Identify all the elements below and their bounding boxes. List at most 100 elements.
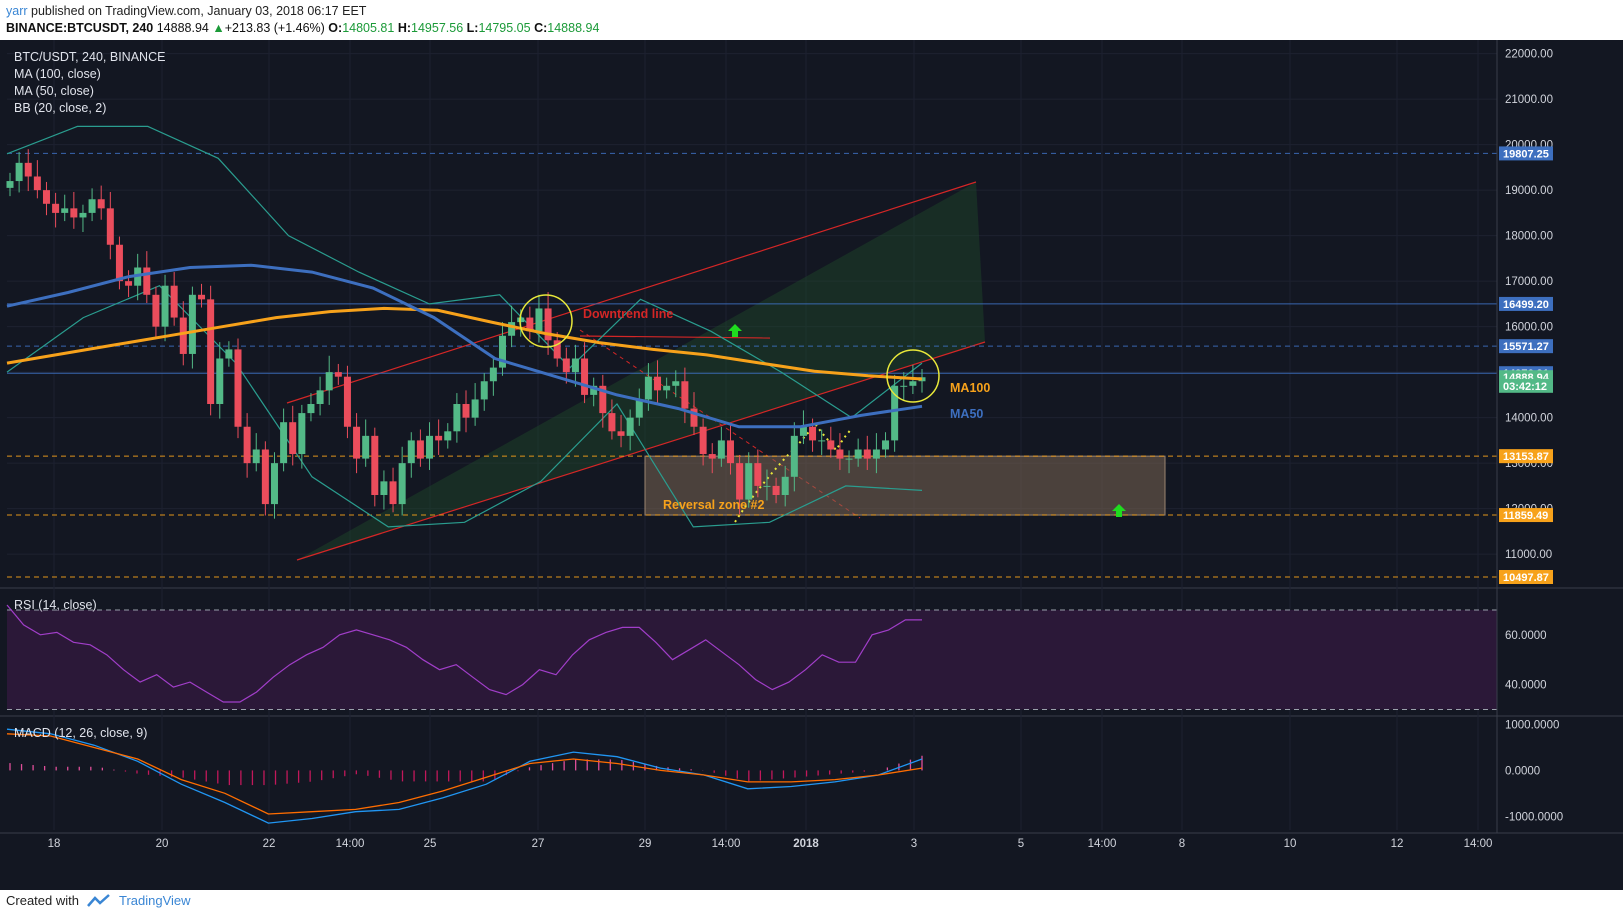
candle-body xyxy=(781,476,789,495)
price-tag-label: 03:42:12 xyxy=(1503,381,1547,393)
candle-body xyxy=(334,372,342,377)
candle-body xyxy=(699,426,707,455)
candle-body xyxy=(571,358,579,373)
time-tick-label: 29 xyxy=(639,838,652,850)
candle xyxy=(663,377,671,399)
candle xyxy=(416,429,424,467)
candle-body xyxy=(426,435,434,459)
macd-pane[interactable] xyxy=(6,728,923,824)
candle-body xyxy=(252,449,260,464)
candle xyxy=(198,283,206,308)
candle-body xyxy=(15,162,23,182)
candle-body xyxy=(79,212,87,218)
time-tick-label: 2018 xyxy=(793,838,819,850)
candle xyxy=(891,374,899,452)
rsi-pane[interactable] xyxy=(6,604,1497,711)
candle xyxy=(754,449,762,498)
legend-macd[interactable]: MACD (12, 26, close, 9) xyxy=(14,726,147,740)
time-tick-label: 27 xyxy=(532,838,545,850)
price-tag: 10497.87 xyxy=(1499,569,1553,584)
candle-body xyxy=(289,422,297,455)
open-value: 14805.81 xyxy=(342,21,395,35)
candle-body xyxy=(772,485,780,495)
time-axis[interactable]: 18 20 22 14:00 25 27 29 14:00 2018 3 5 14:00 8 10 12 14… xyxy=(48,838,1493,850)
candle-body xyxy=(207,299,215,404)
price-axis[interactable]: 22000.0021000.0020000.0019000.0018000.00… xyxy=(1496,40,1563,833)
candle-body xyxy=(353,426,361,459)
candle-body xyxy=(125,281,133,286)
candle-body xyxy=(891,385,899,441)
signal-line xyxy=(6,733,923,815)
price-tick-label: 22000.00 xyxy=(1505,49,1553,61)
price-tag-label: 11859.49 xyxy=(1503,510,1548,522)
candle-body xyxy=(362,435,370,459)
chart-canvas[interactable]: 22000.0021000.0020000.0019000.0018000.00… xyxy=(0,40,1623,890)
candle xyxy=(745,452,753,508)
macd-line xyxy=(6,728,923,824)
candle-body xyxy=(24,162,32,177)
high-label: H: xyxy=(397,21,412,35)
rsi-band xyxy=(7,609,1497,710)
price-tick-label: 11000.00 xyxy=(1505,549,1552,561)
candle-body xyxy=(152,294,160,327)
candle xyxy=(526,306,534,340)
candle-body xyxy=(845,458,853,460)
legend-rsi[interactable]: RSI (14, close) xyxy=(14,598,97,612)
low-value: 14795.05 xyxy=(478,21,531,35)
candle-body xyxy=(225,349,233,359)
price-tag-box xyxy=(1499,378,1553,393)
candle-body xyxy=(681,381,689,409)
author-link[interactable]: yarr xyxy=(6,4,28,18)
candle xyxy=(854,438,862,467)
candle xyxy=(316,376,324,416)
candle xyxy=(88,188,96,222)
tradingview-link[interactable]: TradingView xyxy=(118,893,191,908)
candle xyxy=(289,405,297,466)
publish-line: yarr published on TradingView.com, Janua… xyxy=(6,4,366,18)
candle xyxy=(188,286,196,369)
price-tag: 13153.87 xyxy=(1499,449,1553,464)
candle-body xyxy=(900,385,908,387)
candle xyxy=(654,360,662,405)
candle xyxy=(626,409,634,451)
ma100-line xyxy=(6,306,923,381)
candle xyxy=(298,404,306,469)
candle xyxy=(106,191,114,260)
candle xyxy=(590,377,598,407)
time-tick-label: 8 xyxy=(1179,838,1185,850)
candle xyxy=(52,192,60,228)
price-tick-label: 16000.00 xyxy=(1505,322,1553,334)
price-tag: 19807.25 xyxy=(1499,146,1553,161)
highlight-circle xyxy=(886,349,940,403)
candle xyxy=(535,294,543,343)
price-tag: 03:42:12 xyxy=(1499,378,1553,393)
candle xyxy=(608,399,616,440)
candle xyxy=(918,369,926,393)
candle xyxy=(389,467,397,513)
ma-layer xyxy=(6,263,923,429)
candle-body xyxy=(818,440,826,442)
time-tick-label: 14:00 xyxy=(712,838,741,850)
rsi-tick-label: 60.0000 xyxy=(1505,630,1547,642)
candle xyxy=(79,204,87,233)
candle xyxy=(717,426,725,467)
candle-body xyxy=(480,381,488,400)
highlight-circle xyxy=(519,294,573,348)
bb-lower-line xyxy=(6,284,923,528)
candle-body xyxy=(234,349,242,427)
candle xyxy=(398,446,406,516)
candle xyxy=(544,292,552,355)
time-tick-label: 14:00 xyxy=(1088,838,1117,850)
candle xyxy=(270,452,278,519)
legend-ma100[interactable]: MA (100, close) xyxy=(14,67,101,81)
legend-bb[interactable]: BB (20, close, 2) xyxy=(14,101,106,115)
publish-info: published on TradingView.com, January 03… xyxy=(31,4,367,18)
open-label: O: xyxy=(328,21,343,35)
legend-title[interactable]: BTC/USDT, 240, BINANCE xyxy=(14,50,165,64)
symbol: BINANCE:BTCUSDT, 240 xyxy=(6,21,154,35)
time-tick-label: 14:00 xyxy=(336,838,365,850)
candle-body xyxy=(581,358,589,395)
price-tick-label: 17000.00 xyxy=(1505,276,1553,288)
candle xyxy=(836,433,844,470)
legend-ma50[interactable]: MA (50, close) xyxy=(14,84,94,98)
